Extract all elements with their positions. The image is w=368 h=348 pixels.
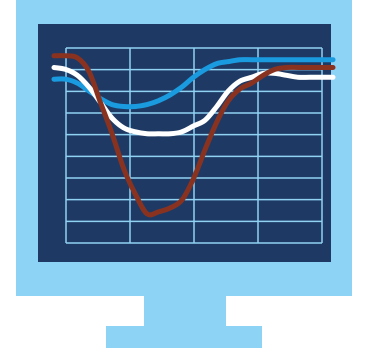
chart-series-line-3 — [51, 53, 336, 218]
chart-grid — [65, 47, 323, 244]
monitor-stand-base — [106, 326, 262, 348]
monitor-stand-neck — [144, 294, 226, 332]
chart-series-group — [51, 53, 336, 218]
